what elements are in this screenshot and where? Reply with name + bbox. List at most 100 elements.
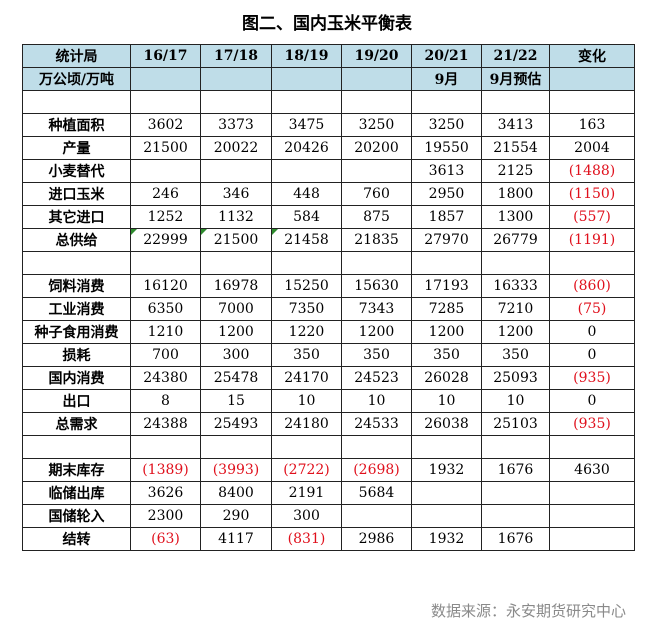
- table-cell-y1920: [341, 435, 412, 459]
- row-label: 出口: [22, 389, 131, 413]
- table-cell-y2122: 10: [481, 389, 550, 413]
- table-cell-change: 0: [549, 343, 635, 367]
- table-row: 种子食用消费 1210 1200 1220 1200 1200 1200 0: [22, 320, 635, 344]
- table-cell-y1617: 246: [130, 182, 201, 206]
- table-cell-change: (935): [549, 412, 635, 436]
- table-cell-y2021: 3250: [411, 113, 482, 137]
- table-cell-y1819: 24180: [271, 412, 342, 436]
- table-cell-y2122: [481, 90, 550, 114]
- table-cell-y1718: 7000: [200, 297, 272, 321]
- table-row: 损耗 700 300 350 350 350 350 0: [22, 343, 635, 367]
- table-cell-y2021: 19550: [411, 136, 482, 160]
- table-row: 临储出库 3626 8400 2191 5684: [22, 481, 635, 505]
- row-label: 国内消费: [22, 366, 131, 390]
- table-title: 图二、国内玉米平衡表: [242, 14, 412, 34]
- table-cell-y2021: 26038: [411, 412, 482, 436]
- table-row: 国内消费 24380 25478 24170 24523 26028 25093 (935): [22, 366, 635, 390]
- table-cell-y2122: 2125: [481, 159, 550, 183]
- table-cell-y1920: 350: [341, 343, 412, 367]
- table-cell-y1617: [130, 251, 201, 275]
- table-cell-y1920: 24533: [341, 412, 412, 436]
- table-cell-change: (557): [549, 205, 635, 229]
- table-cell-y2122: [481, 504, 550, 528]
- table-cell-y2122: 25093: [481, 366, 550, 390]
- table-cell-y1617: 1252: [130, 205, 201, 229]
- table-cell-y1920: 760: [341, 182, 412, 206]
- table-row: 国储轮入 2300 290 300: [22, 504, 635, 528]
- table-cell-y2122: [481, 435, 550, 459]
- table-cell-y1819: 15250: [271, 274, 342, 298]
- table-cell-change: (935): [549, 366, 635, 390]
- row-label: 产量: [22, 136, 131, 160]
- table-cell-change: (1150): [549, 182, 635, 206]
- table-cell-y2122: 3413: [481, 113, 550, 137]
- table-cell-y1920: 5684: [341, 481, 412, 505]
- table-cell-y1819: 20426: [271, 136, 342, 160]
- table-cell-y1920: 21835: [341, 228, 412, 252]
- header-cell-y1819: [271, 67, 342, 91]
- row-label: 饲料消费: [22, 274, 131, 298]
- table-cell-y1920: 1200: [341, 320, 412, 344]
- row-label: 总需求: [22, 412, 131, 436]
- table-cell-y1617: 3602: [130, 113, 201, 137]
- table-cell-y1718: 3373: [200, 113, 272, 137]
- table-cell-y1920: 10: [341, 389, 412, 413]
- table-cell-y1920: [341, 159, 412, 183]
- table-cell-y1920: [341, 90, 412, 114]
- table-row: 工业消费 6350 7000 7350 7343 7285 7210 (75): [22, 297, 635, 321]
- row-label: 种子食用消费: [22, 320, 131, 344]
- header-row-years: 统计局 16/17 17/18 18/19 19/20 20/21 21/22 变化: [22, 44, 635, 68]
- table-cell-y1617: 8: [130, 389, 201, 413]
- table-cell-y1819: (831): [271, 527, 342, 551]
- table-cell-y1920: [341, 504, 412, 528]
- table-cell-y1819: 300: [271, 504, 342, 528]
- table-cell-y1819: [271, 90, 342, 114]
- header-cell-y1819: 18/19: [271, 44, 342, 68]
- table-row: 结转 (63) 4117 (831) 2986 1932 1676: [22, 527, 635, 551]
- table-cell-y1617: 16120: [130, 274, 201, 298]
- header-cell-y2021: 20/21: [411, 44, 482, 68]
- table-cell-y1617: 24388: [130, 412, 201, 436]
- table-cell-y1819: (2722): [271, 458, 342, 482]
- header-cell-y2021: 9月: [411, 67, 482, 91]
- table-cell-change: 0: [549, 389, 635, 413]
- table-cell-y2021: [411, 251, 482, 275]
- header-cell-change: [549, 67, 635, 91]
- table-cell-y2021: 2950: [411, 182, 482, 206]
- header-cell-y1617: 16/17: [130, 44, 201, 68]
- table-row: 期末库存 (1389) (3993) (2722) (2698) 1932 1676 4630: [22, 458, 635, 482]
- table-cell-y1819: 7350: [271, 297, 342, 321]
- table-cell-y1819: 584: [271, 205, 342, 229]
- row-label: 进口玉米: [22, 182, 131, 206]
- table-cell-y2021: [411, 504, 482, 528]
- table-cell-y1819: 1220: [271, 320, 342, 344]
- table-cell-change: [549, 481, 635, 505]
- table-cell-y2021: [411, 435, 482, 459]
- table-cell-y1718: 290: [200, 504, 272, 528]
- table-cell-y1920: (2698): [341, 458, 412, 482]
- table-cell-y1819: 2191: [271, 481, 342, 505]
- table-cell-y1718: 300: [200, 343, 272, 367]
- table-cell-y2122: 25103: [481, 412, 550, 436]
- table-cell-y1617: (1389): [130, 458, 201, 482]
- table-cell-y2021: [411, 481, 482, 505]
- table-cell-y1920: 875: [341, 205, 412, 229]
- table-cell-y1718: [200, 90, 272, 114]
- table-cell-y2122: 350: [481, 343, 550, 367]
- table-cell-y1718: [200, 251, 272, 275]
- row-label: 结转: [22, 527, 131, 551]
- header-cell-y1617: [130, 67, 201, 91]
- row-label: [22, 435, 131, 459]
- table-cell-y2122: [481, 251, 550, 275]
- table-cell-change: 0: [549, 320, 635, 344]
- table-cell-y1920: 15630: [341, 274, 412, 298]
- table-cell-y2021: [411, 90, 482, 114]
- table-cell-y1819: 448: [271, 182, 342, 206]
- table-cell-y1617: 700: [130, 343, 201, 367]
- table-cell-y1718: 15: [200, 389, 272, 413]
- table-row: 饲料消费 16120 16978 15250 15630 17193 16333 (860): [22, 274, 635, 298]
- row-label: 损耗: [22, 343, 131, 367]
- header-cell-y1920: 19/20: [341, 44, 412, 68]
- table-cell-y2021: 350: [411, 343, 482, 367]
- row-label: 工业消费: [22, 297, 131, 321]
